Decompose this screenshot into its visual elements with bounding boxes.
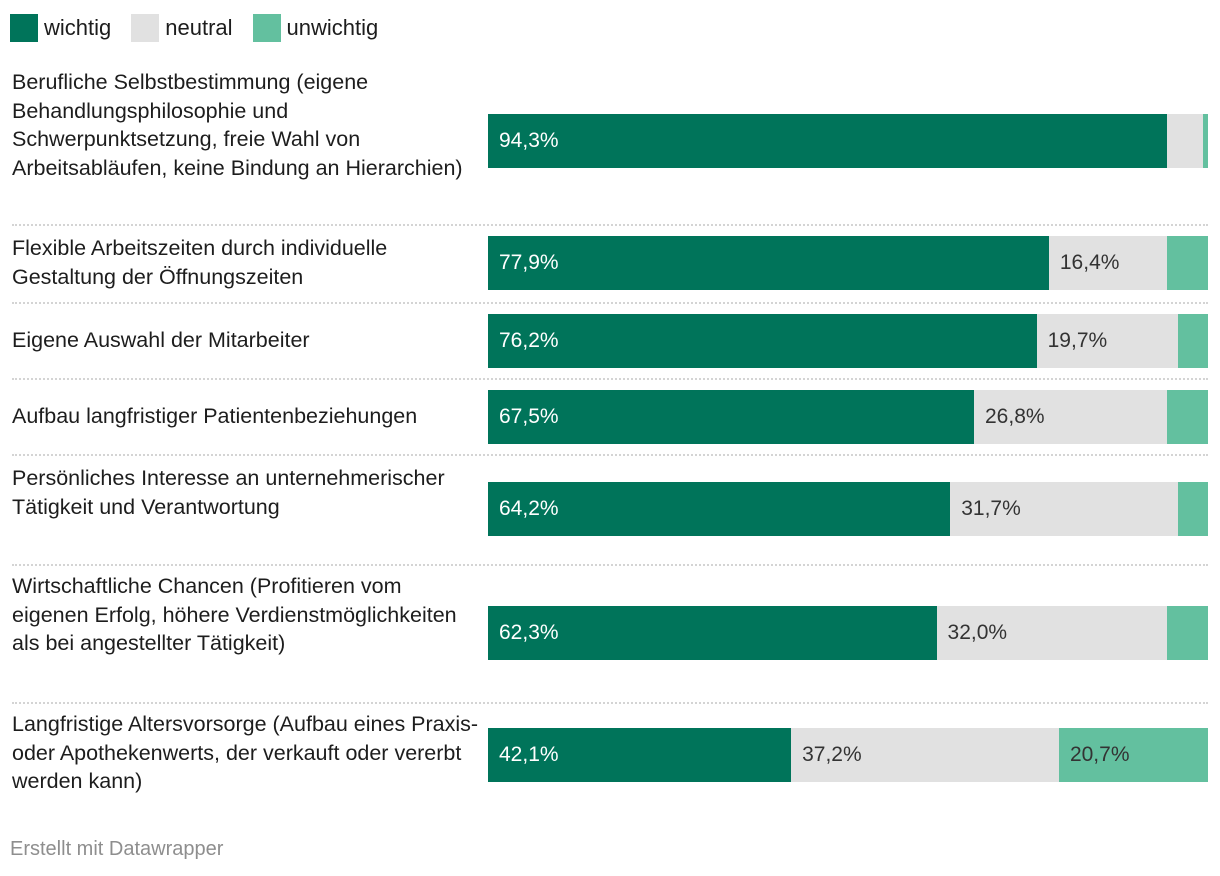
data-label-neutral: 31,7% [961, 497, 1021, 520]
bar-segment-neutral [974, 390, 1167, 444]
data-label-unwichtig: 20,7% [1069, 743, 1130, 766]
legend-swatch-unwichtig [252, 14, 281, 42]
bar-segment-wichtig [488, 236, 1049, 290]
category-label: Flexible Arbeitszeiten durch individuell… [12, 236, 388, 289]
legend-label-neutral: neutral [165, 15, 233, 40]
data-label-neutral: 32,0% [947, 621, 1008, 644]
footer-credit: Erstellt mit Datawrapper [10, 838, 224, 860]
bar-segment-wichtig [488, 390, 974, 444]
data-label-wichtig: 76,2% [499, 329, 559, 352]
data-label-wichtig: 42,1% [499, 743, 559, 766]
data-label-wichtig: 67,5% [499, 405, 559, 428]
stacked-bar: 67,5% 26,8% [488, 390, 1208, 444]
bar-segment-wichtig [488, 728, 792, 782]
bar-segment-unwichtig [1202, 114, 1208, 168]
bar-segment-neutral [950, 482, 1179, 536]
category-label: Langfristige Altersvorsorge (Aufbau eine… [12, 712, 479, 793]
bar-segment-wichtig [488, 314, 1037, 368]
bar-segment-wichtig [488, 482, 951, 536]
bar-segment-neutral [1166, 114, 1203, 168]
bar-segment-neutral [1036, 314, 1179, 368]
stacked-bar: 62,3% 32,0% [488, 606, 1208, 660]
bar-segment-unwichtig [1178, 314, 1208, 368]
legend-swatch-neutral [131, 14, 160, 42]
bar-segment-neutral [791, 728, 1059, 782]
bar-segment-neutral [1048, 236, 1167, 290]
row-separator [12, 224, 1208, 226]
data-label-wichtig: 62,3% [499, 621, 559, 644]
stacked-bar: 77,9% 16,4% [488, 236, 1208, 290]
legend-label-wichtig: wichtig [44, 15, 112, 40]
bar-segment-unwichtig [1166, 236, 1208, 290]
row-separator [12, 454, 1208, 456]
bar-segment-unwichtig [1166, 390, 1208, 444]
category-label: Persönliches Interesse an unternehmerisc… [12, 466, 445, 519]
data-label-wichtig: 77,9% [499, 251, 559, 274]
row-separator [12, 302, 1208, 304]
legend: wichtig neutral unwichtig [10, 14, 398, 42]
data-label-neutral: 19,7% [1047, 329, 1108, 352]
data-label-neutral: 16,4% [1059, 251, 1120, 274]
stacked-bar: 64,2% 31,7% [488, 482, 1208, 536]
category-label: Eigene Auswahl der Mitarbeiter [12, 328, 310, 352]
legend-item-wichtig: wichtig [10, 14, 111, 42]
category-label: Berufliche Selbstbestimmung (eigene Beha… [12, 70, 463, 180]
data-label-neutral: 26,8% [985, 405, 1045, 428]
bar-segment-unwichtig [1058, 728, 1208, 782]
bar-segment-neutral [936, 606, 1167, 660]
bar-segment-wichtig [488, 114, 1167, 168]
legend-label-unwichtig: unwichtig [286, 15, 379, 40]
data-label-neutral: 37,2% [802, 743, 862, 766]
bar-segment-unwichtig [1178, 482, 1208, 536]
row-separator [12, 378, 1208, 380]
stacked-bar: 42,1% 37,2% 20,7% [488, 728, 1208, 782]
legend-swatch-wichtig [10, 14, 38, 42]
legend-item-unwichtig: unwichtig [252, 14, 379, 42]
category-label: Wirtschaftliche Chancen (Profitieren vom… [12, 574, 457, 655]
row-separator [12, 702, 1208, 704]
bar-segment-wichtig [488, 606, 937, 660]
stacked-bar: 76,2% 19,7% [488, 314, 1208, 368]
bar-segment-unwichtig [1166, 606, 1208, 660]
row-separator [12, 564, 1208, 566]
stacked-bar: 94,3% [488, 114, 1208, 168]
data-label-wichtig: 94,3% [499, 129, 559, 152]
category-label: Aufbau langfristiger Patientenbeziehunge… [12, 404, 418, 428]
legend-item-neutral: neutral [131, 14, 233, 42]
data-label-wichtig: 64,2% [499, 497, 559, 520]
